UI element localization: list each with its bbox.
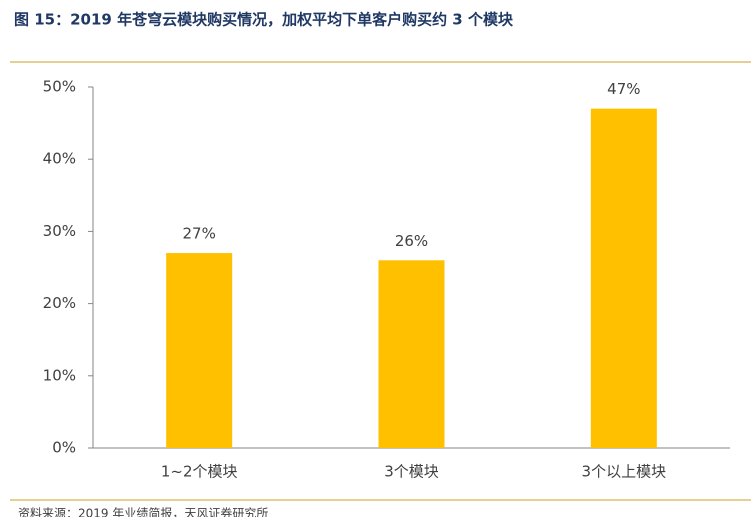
bar xyxy=(166,253,233,448)
x-tick-label: 1~2个模块 xyxy=(161,463,238,481)
y-tick-label: 10% xyxy=(43,366,76,384)
x-tick-label: 3个模块 xyxy=(384,463,439,481)
bar xyxy=(378,260,445,448)
y-tick-label: 0% xyxy=(52,439,76,457)
x-tick-label: 3个以上模块 xyxy=(582,463,667,481)
bar xyxy=(590,108,657,448)
data-label: 26% xyxy=(395,232,428,250)
chart-title: 图 15：2019 年苍穹云模块购买情况，加权平均下单客户购买约 3 个模块 xyxy=(14,11,514,29)
y-tick-label: 50% xyxy=(43,78,76,96)
data-label: 47% xyxy=(607,80,640,98)
source-note: 资料来源：2019 年业绩简报，天风证券研究所 xyxy=(18,506,268,517)
y-tick-label: 40% xyxy=(43,150,76,168)
data-label: 27% xyxy=(182,225,215,243)
y-tick-label: 20% xyxy=(43,294,76,312)
y-tick-label: 30% xyxy=(43,222,76,240)
